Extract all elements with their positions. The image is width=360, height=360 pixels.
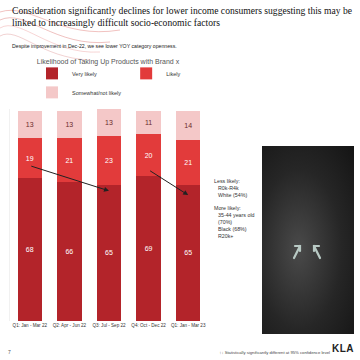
html-text:KLA: KLA <box>331 343 354 354</box>
svg-text:Very likely: Very likely <box>72 71 97 77</box>
html-text:R0k-R4k: R0k-R4k <box>218 185 239 191</box>
svg-text:66: 66 <box>65 248 73 255</box>
html-text:7: 7 <box>8 349 11 355</box>
html-text:White (54%): White (54%) <box>218 192 248 198</box>
svg-text:Somewhat/not likely: Somewhat/not likely <box>72 90 121 96</box>
svg-text:65: 65 <box>105 249 113 256</box>
svg-text:11: 11 <box>145 119 152 126</box>
svg-text:21: 21 <box>184 159 192 166</box>
html-text:More likely:: More likely: <box>214 205 241 211</box>
svg-text:Q1: Jan - Mar 22: Q1: Jan - Mar 22 <box>13 323 48 328</box>
svg-text:Q4: Oct - Dec 22: Q4: Oct - Dec 22 <box>131 323 166 328</box>
svg-text:Q3: Jul - Sep 22: Q3: Jul - Sep 22 <box>92 323 126 328</box>
svg-text:13: 13 <box>105 119 113 126</box>
html-text:Black (68%): Black (68%) <box>218 226 247 232</box>
svg-text:14: 14 <box>184 122 192 129</box>
html-text:↑↓ Statistically significantly: ↑↓ Statistically significantly different… <box>219 350 330 355</box>
html-text:R20k+: R20k+ <box>218 233 234 239</box>
svg-text:13: 13 <box>26 121 34 128</box>
svg-text:68: 68 <box>26 246 34 253</box>
svg-text:Likely: Likely <box>166 71 180 77</box>
svg-text:23: 23 <box>105 157 113 164</box>
html-text:35-44 years old (70%): 35-44 years old (70%) <box>218 212 255 225</box>
svg-text:21: 21 <box>65 157 73 164</box>
html-text:Despite improvement in Dec-22,: Despite improvement in Dec-22, we see lo… <box>12 43 177 49</box>
svg-text:Q1: Jan - Mar 23: Q1: Jan - Mar 23 <box>171 323 206 328</box>
svg-text:20: 20 <box>145 152 153 159</box>
svg-text:65: 65 <box>184 249 192 256</box>
svg-text:13: 13 <box>65 121 73 128</box>
svg-text:69: 69 <box>145 245 153 252</box>
html-text:Less likely:: Less likely: <box>214 178 240 184</box>
svg-text:Likelihood of Taking Up Produc: Likelihood of Taking Up Products with Br… <box>37 58 180 66</box>
svg-text:Q2: Apr - Jun 22: Q2: Apr - Jun 22 <box>53 323 87 328</box>
html-text:Consideration significantly de: Consideration significantly declines for… <box>12 5 352 28</box>
svg-text:19: 19 <box>26 155 34 162</box>
